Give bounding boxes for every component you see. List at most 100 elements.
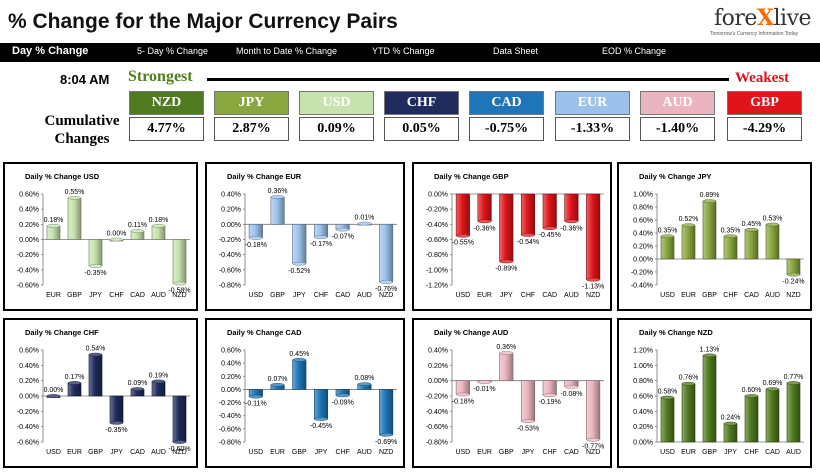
bar-gbp [88,354,103,397]
data-label: 0.54% [86,346,106,353]
tile-chf-value: 0.05% [384,117,459,141]
x-tick-label: JPY [724,449,737,456]
data-label: -0.45% [310,423,332,430]
data-label: 0.53% [763,216,783,223]
tile-eur-name: EUR [555,91,630,115]
nav-eod-change[interactable]: EOD % Change [602,46,667,56]
bar-cap [455,233,470,238]
x-tick-label: EUR [681,449,696,456]
nav-ytd-change[interactable]: YTD % Change [372,46,435,56]
data-label: 0.36% [496,344,516,351]
x-tick-label: CHF [109,292,123,299]
bar-cap [172,281,187,286]
x-tick-label: AUD [765,292,780,299]
bar-cap [786,381,801,385]
data-label: -0.69% [375,439,397,446]
data-label: 0.52% [679,216,699,223]
bar-nzd [172,239,187,284]
bar-eur [477,193,492,222]
bar-chf [542,380,557,396]
data-label: -0.60% [168,446,190,453]
bar-gbp [270,196,285,225]
x-tick-label: CHF [336,449,350,456]
y-tick-label: -0.40% [219,252,241,259]
x-tick-label: JPY [500,292,513,299]
tile-gbp-value: -4.29% [727,117,802,141]
bar-cap [270,195,285,199]
nav-data-sheet[interactable]: Data Sheet [493,46,539,56]
x-tick-label: GBP [88,449,103,456]
x-tick-label: AUD [151,292,166,299]
data-label: 1.13% [700,346,720,353]
nav-bar: Day % Change 5- Day % Change Month to Da… [0,43,820,62]
data-label: -0.07% [332,234,354,241]
x-tick-label: CHF [314,292,328,299]
bar-cap [335,227,350,232]
data-label: -0.08% [560,391,582,398]
y-tick-label: -0.60% [426,237,448,244]
bar-cap [88,352,103,357]
data-label: 0.77% [784,374,804,381]
y-tick-label: -0.80% [426,440,448,447]
y-tick-label: 0.00% [19,394,39,401]
bar-aud [151,381,166,397]
tile-cad-name: CAD [469,91,544,115]
data-label: 0.45% [289,351,309,358]
x-tick-label: CHF [744,449,758,456]
bar-gbp [292,359,307,390]
bar-cap [270,383,285,387]
data-label: -0.18% [452,398,474,405]
data-label: -0.55% [452,240,474,247]
y-tick-label: 0.80% [633,378,653,385]
chart-svg: Daily % Change NZD1.20%1.00%0.80%0.60%0.… [633,328,804,456]
tile-jpy-name: JPY [214,91,289,115]
bar-cap [660,395,675,400]
tile-gbp-name: GBP [727,91,802,115]
nav-day-change[interactable]: Day % Change [12,45,89,57]
forexlive-logo[interactable]: foreXlive Tomorrow's Currency Informatio… [690,5,812,39]
bar-cap [702,353,717,358]
x-tick-label: NZD [172,292,186,299]
bar-eur [46,225,61,240]
y-tick-label: -0.40% [17,424,39,431]
y-tick-label: 0.40% [221,192,241,199]
bar-aud [786,382,801,443]
data-label: -0.35% [84,270,106,277]
bar-cap [765,222,780,227]
x-tick-label: GBP [702,449,717,456]
data-label: -0.09% [332,399,354,406]
nav-5day-change[interactable]: 5- Day % Change [137,46,209,56]
data-label: -0.58% [168,287,190,294]
y-tick-label: -0.60% [219,426,241,433]
bar-cad [744,229,759,260]
bar-cap [46,224,61,228]
data-label: -0.76% [375,286,397,293]
data-label: -0.35% [105,427,127,434]
x-tick-label: NZD [379,449,393,456]
bar-cap [357,382,372,386]
bar-jpy [292,224,307,265]
x-tick-label: AUD [564,292,579,299]
x-tick-label: CHF [543,449,557,456]
x-tick-label: CAD [564,449,579,456]
bar-cap [564,385,579,389]
tile-usd-value: 0.09% [299,117,374,141]
data-label: -1.13% [582,284,604,291]
bar-cap [292,261,307,266]
y-tick-label: -0.40% [219,413,241,420]
bar-gbp [702,355,717,443]
data-label: 0.00% [107,231,127,238]
data-label: 0.76% [679,375,699,382]
y-tick-label: -0.20% [17,409,39,416]
bar-cap [521,233,535,237]
y-tick-label: 0.60% [19,348,39,355]
data-label: 0.18% [149,217,169,224]
data-label: -0.52% [288,268,310,275]
y-tick-label: -0.20% [426,207,448,214]
y-tick-label: 0.20% [19,222,39,229]
bar-cap [335,393,350,398]
header: % Change for the Major Currency Pairs fo… [0,0,820,43]
y-tick-label: 0.40% [428,348,448,355]
nav-month-to-date-change[interactable]: Month to Date % Change [236,46,338,56]
data-label: -0.45% [539,232,561,239]
